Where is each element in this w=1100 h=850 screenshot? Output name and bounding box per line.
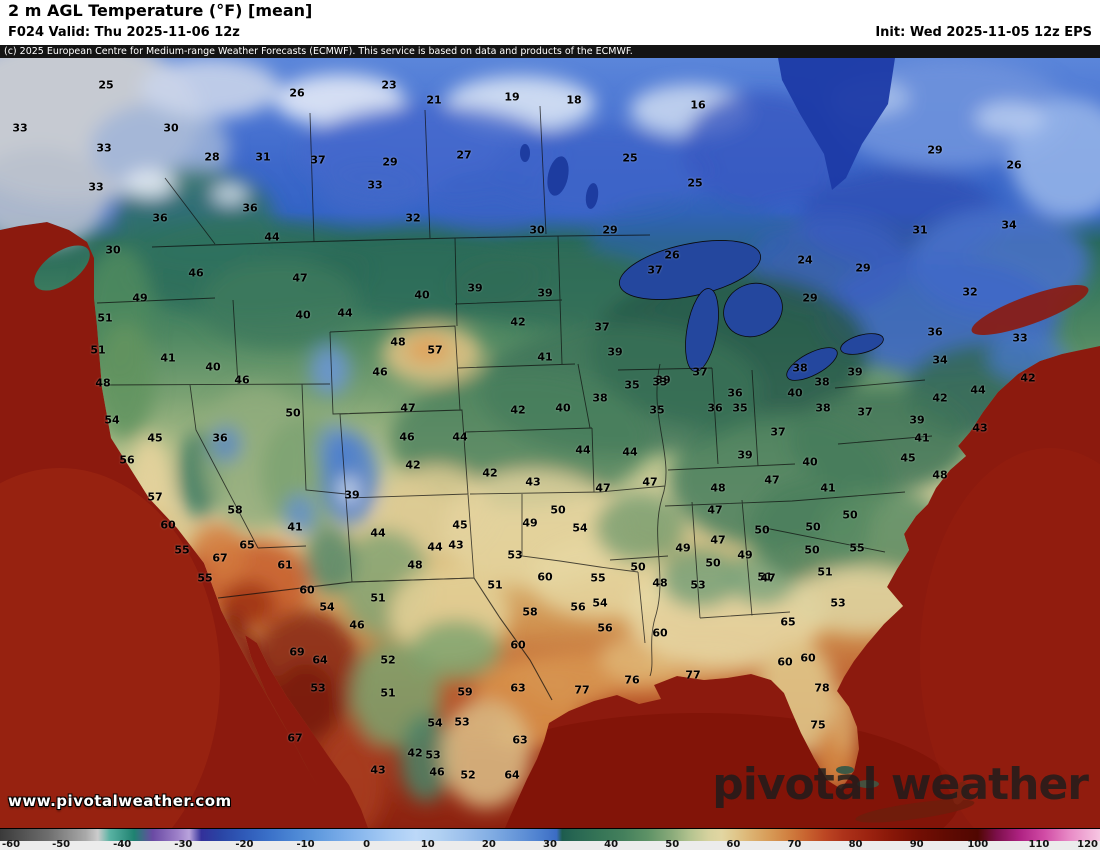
colorbar-tick: 120 bbox=[1077, 839, 1098, 850]
valid-time-label: F024 Valid: Thu 2025-11-06 12z bbox=[8, 25, 240, 40]
colorbar-tick: 60 bbox=[726, 839, 741, 850]
colorbar-ticks: -60 -50 -40 -30 -20 -10 0 10 20 30 40 50 60 70 80 90 100… bbox=[0, 839, 1100, 850]
colorbar-tick: 50 bbox=[665, 839, 680, 850]
temperature-map bbox=[0, 58, 1100, 828]
colorbar-tick: -40 bbox=[113, 839, 132, 850]
watermark: www.pivotalweather.com bbox=[8, 792, 232, 810]
map-area bbox=[0, 58, 1100, 828]
colorbar-tick: 30 bbox=[543, 839, 557, 850]
colorbar-tick: 80 bbox=[848, 839, 863, 850]
colorbar-tick: 40 bbox=[604, 839, 619, 850]
colorbar-tick: 100 bbox=[967, 839, 989, 850]
colorbar-tick: -50 bbox=[52, 839, 71, 850]
colorbar-tick: 10 bbox=[420, 839, 435, 850]
init-time-label: Init: Wed 2025-11-05 12z EPS bbox=[875, 25, 1092, 40]
page-title: 2 m AGL Temperature (°F) [mean] bbox=[8, 1, 313, 20]
copyright-text: (c) 2025 European Centre for Medium-rang… bbox=[4, 46, 633, 57]
colorbar-tick: 0 bbox=[363, 839, 371, 850]
colorbar-tick: 90 bbox=[909, 839, 924, 850]
header: 2 m AGL Temperature (°F) [mean] F024 Val… bbox=[0, 0, 1100, 45]
colorbar-tick: -60 bbox=[2, 839, 21, 850]
islands bbox=[836, 766, 975, 823]
colorbar-tick: -10 bbox=[296, 839, 315, 850]
great-lakes bbox=[520, 144, 884, 381]
colorbar-tick: -30 bbox=[174, 839, 193, 850]
state-borders-layer bbox=[96, 105, 933, 701]
brand-logo: pivotal weather bbox=[712, 759, 1089, 810]
hudson-bay bbox=[778, 58, 1089, 335]
colorbar-tick: 70 bbox=[787, 839, 802, 850]
colorbar-tick: -20 bbox=[235, 839, 254, 850]
colorbar: -60 -50 -40 -30 -20 -10 0 10 20 30 40 50 60 70 80 90 100… bbox=[0, 828, 1100, 850]
colorbar-gradient bbox=[0, 829, 1100, 841]
copyright-bar: (c) 2025 European Centre for Medium-rang… bbox=[0, 45, 1100, 58]
colorbar-tick: 20 bbox=[481, 839, 496, 850]
colorbar-tick: 110 bbox=[1028, 839, 1050, 850]
